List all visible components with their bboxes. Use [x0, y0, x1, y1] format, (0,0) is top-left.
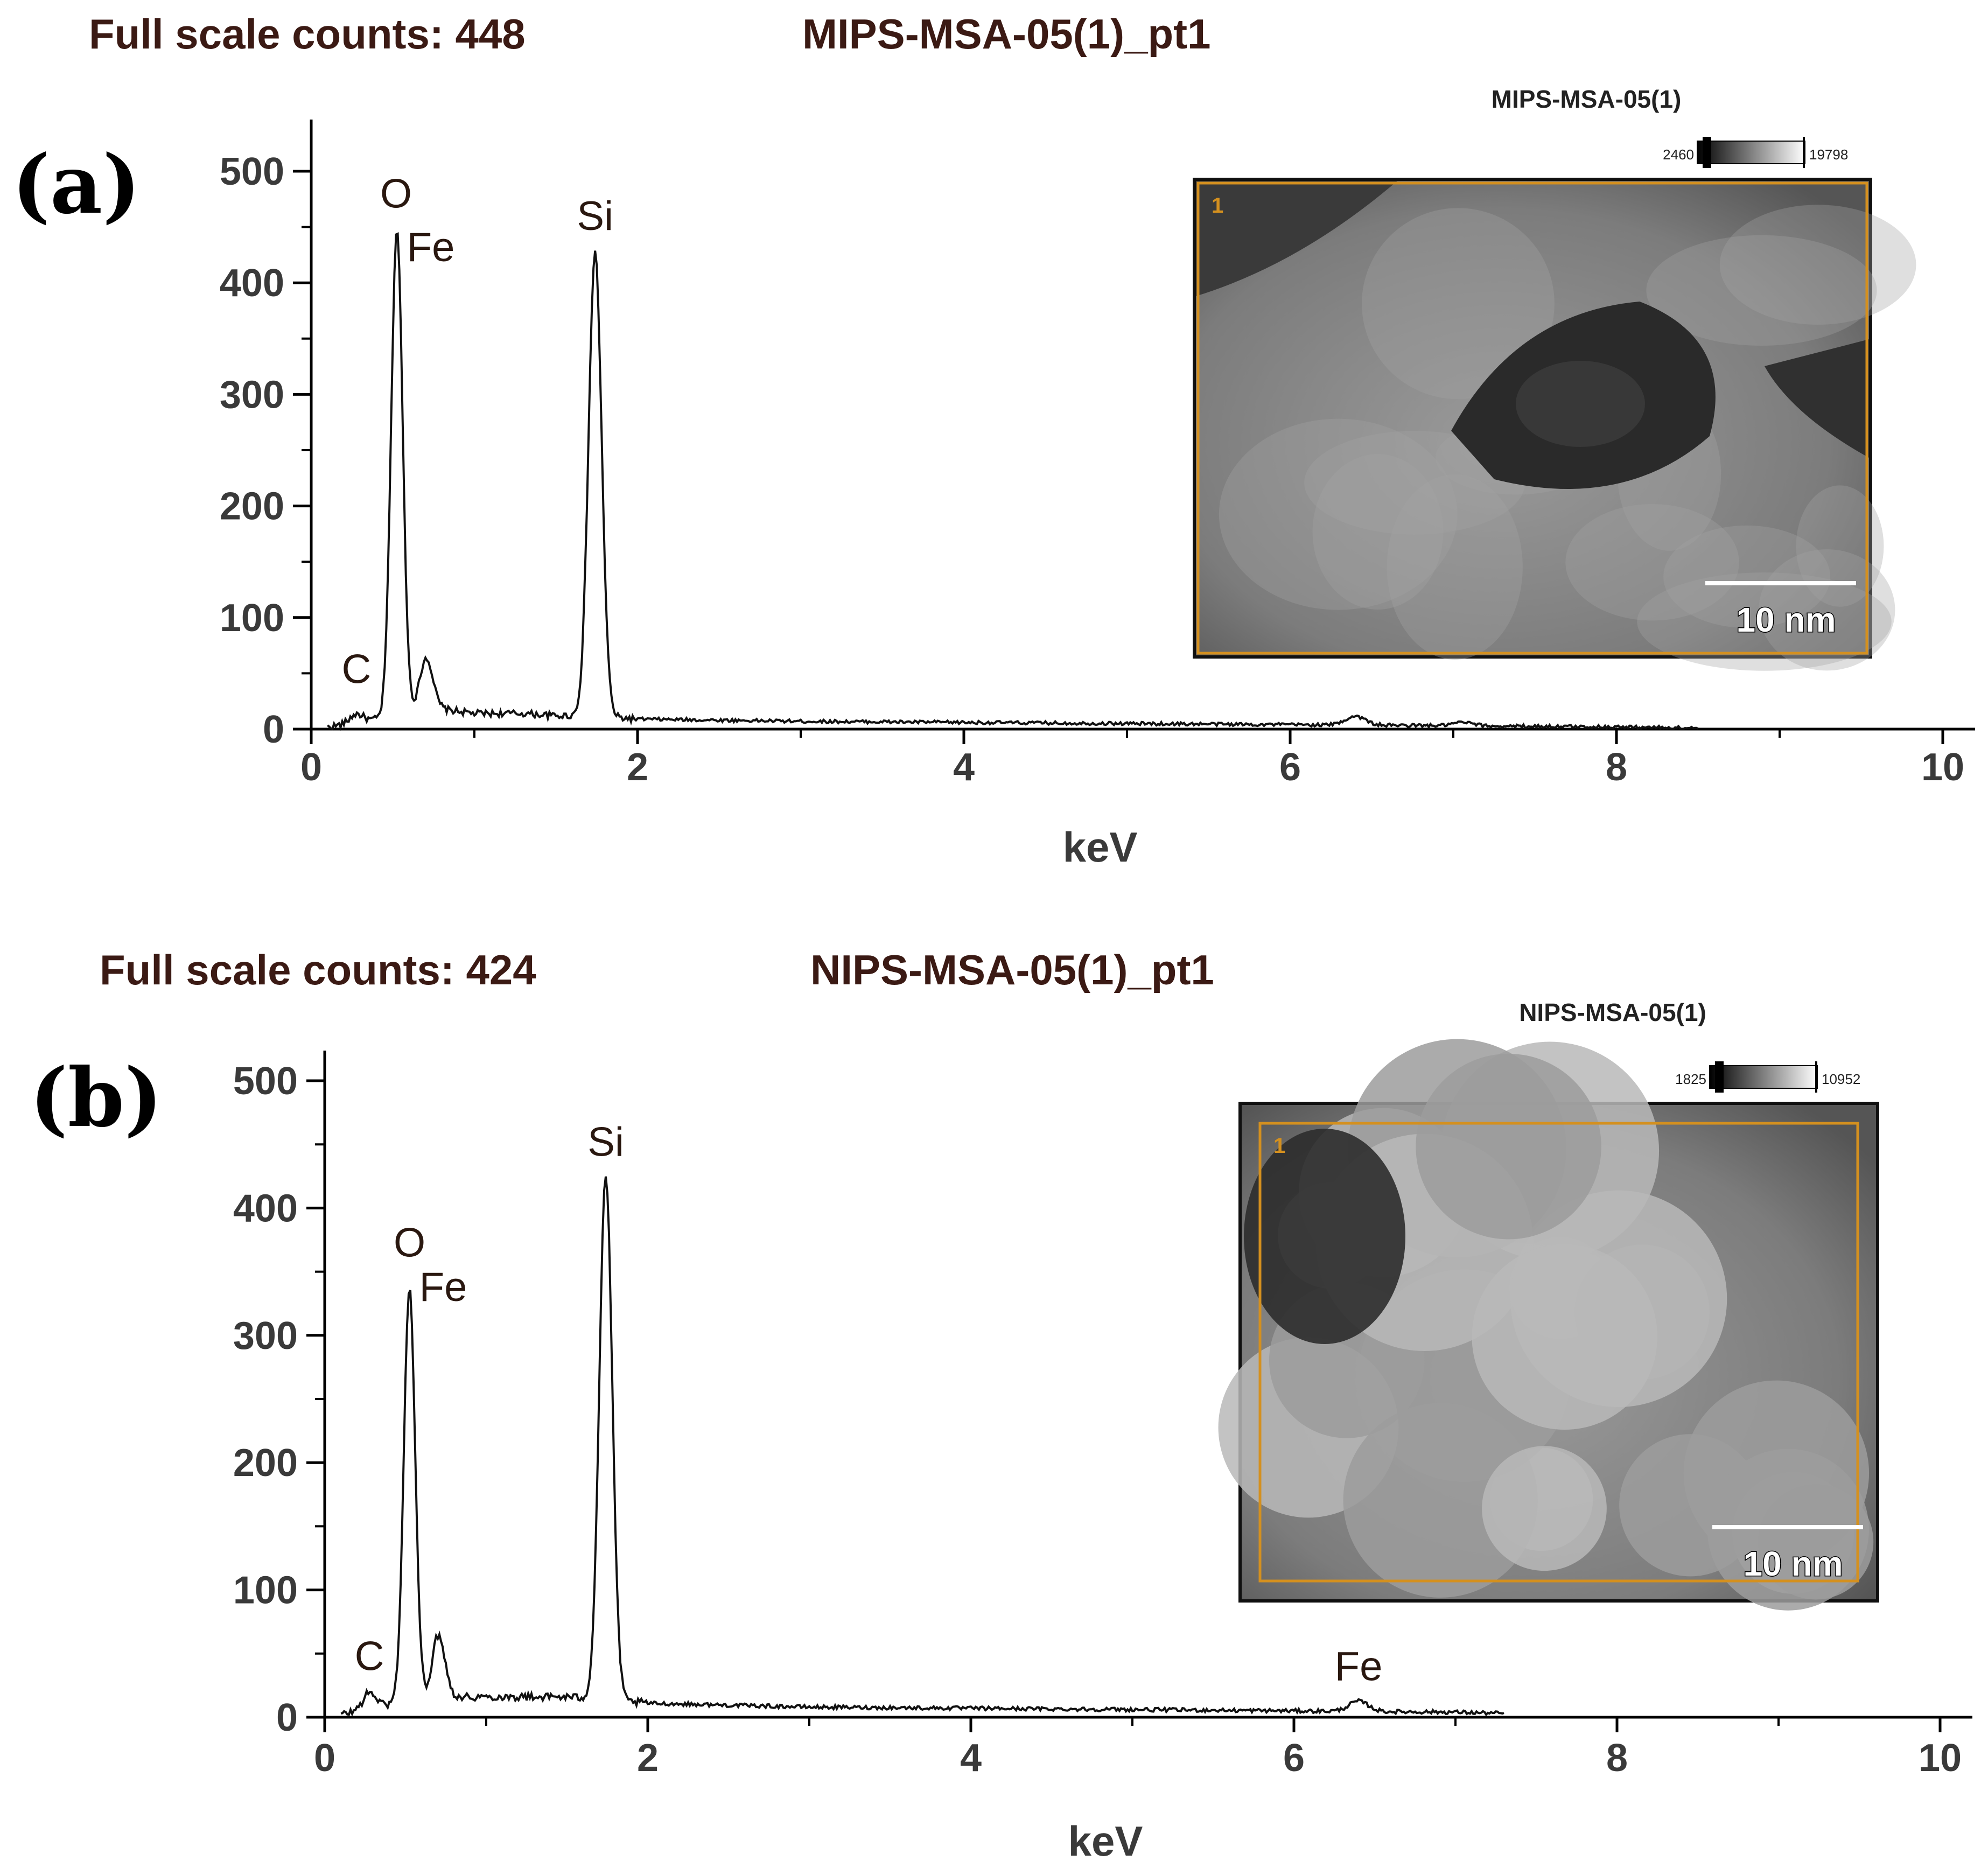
sem-particle [1719, 205, 1916, 325]
peak-label-si: Si [577, 193, 613, 239]
sem-shadow [1196, 181, 1397, 296]
y-tick-label: 500 [233, 1060, 298, 1103]
spectrum-title: NIPS-MSA-05(1)_pt1 [810, 946, 1214, 994]
panel-b: Full scale counts: 424 NIPS-MSA-05(1)_pt… [0, 937, 1988, 1875]
x-tick-label: 8 [1606, 1737, 1628, 1780]
peak-label-fe: Fe [1335, 1644, 1383, 1690]
x-tick-label: 6 [1283, 1737, 1305, 1780]
sem-particle [1343, 1403, 1538, 1598]
sem-pit-inner [1516, 361, 1645, 447]
y-tick-label: 0 [263, 708, 284, 751]
y-tick-label: 400 [220, 262, 284, 305]
panel-label: (b) [30, 1051, 163, 1145]
sem-particle [1482, 1446, 1607, 1571]
eds-spectrum-chart: 0 2 4 6 8 100100200300400500keVCOFeSiFeNIPS-M… [233, 998, 1972, 1865]
sem-particle [1472, 1244, 1658, 1430]
spectrum-line [340, 1176, 1504, 1717]
spectrum-line [327, 232, 1699, 731]
colorbar-min-label: 2460 [1663, 146, 1694, 163]
sem-particle [1759, 549, 1895, 671]
peak-label-si: Si [587, 1120, 624, 1165]
scale-bar-label: 10 nm [1744, 1544, 1843, 1583]
x-tick-label: 4 [960, 1737, 982, 1780]
y-tick-label: 200 [220, 485, 284, 528]
x-tick-label: 8 [1606, 746, 1627, 789]
peak-label-c: C [341, 646, 371, 692]
y-tick-label: 100 [220, 597, 284, 640]
scale-bar-label: 10 nm [1737, 600, 1836, 639]
sem-particle [1637, 572, 1892, 671]
peak-label-c: C [355, 1634, 384, 1680]
colorbar [1709, 1065, 1818, 1089]
y-tick-label: 500 [220, 150, 284, 193]
x-axis-title: keV [1063, 823, 1138, 871]
x-tick-label: 0 [300, 746, 322, 789]
sem-micrograph [1218, 1039, 1876, 1611]
y-tick-label: 100 [233, 1569, 298, 1612]
y-tick-label: 0 [276, 1696, 298, 1739]
y-tick-label: 300 [220, 373, 284, 416]
sem-particle [1663, 525, 1831, 628]
full-scale-counts-label: Full scale counts: 424 [100, 946, 536, 994]
x-axis-title: keV [1068, 1817, 1143, 1865]
x-tick-label: 2 [637, 1737, 659, 1780]
sem-particle [1416, 1053, 1601, 1240]
peak-label-o: O [394, 1220, 425, 1265]
y-tick-label: 200 [233, 1442, 298, 1485]
colorbar-min-marker [1703, 137, 1711, 168]
eds-spectrum-chart: 0 2 4 6 8 100100200300400500keVCOFeSiMIPS-MSA… [220, 85, 1975, 871]
sem-particle [1304, 431, 1525, 535]
x-tick-label: 4 [953, 746, 975, 789]
x-tick-label: 10 [1919, 1737, 1962, 1780]
x-tick-label: 0 [314, 1737, 335, 1780]
peak-label-o: O [380, 171, 412, 217]
colorbar-min-marker [1715, 1061, 1724, 1093]
sem-particle [1362, 208, 1555, 400]
inset-title: NIPS-MSA-05(1) [1519, 998, 1706, 1026]
roi-label: 1 [1212, 194, 1223, 218]
full-scale-counts-label: Full scale counts: 448 [89, 10, 526, 58]
sem-particle [1565, 504, 1739, 621]
sem-shadow [1765, 339, 1869, 458]
peak-label-fe: Fe [419, 1264, 467, 1310]
sem-particle [1646, 235, 1877, 346]
x-tick-label: 2 [627, 746, 648, 789]
sem-micrograph [1196, 181, 1916, 671]
colorbar [1697, 141, 1805, 164]
sem-particle [1707, 1449, 1869, 1611]
peak-label-fe: Fe [407, 225, 455, 270]
colorbar-min-label: 1825 [1675, 1071, 1706, 1087]
colorbar-max-marker [1803, 137, 1805, 168]
colorbar-max-label: 19798 [1809, 146, 1848, 163]
colorbar-max-label: 10952 [1822, 1071, 1860, 1087]
roi-box [1196, 181, 1868, 655]
sem-particle [1219, 418, 1458, 610]
y-tick-label: 300 [233, 1314, 298, 1358]
roi-box [1258, 1122, 1859, 1583]
x-tick-label: 10 [1921, 746, 1964, 789]
x-tick-label: 6 [1279, 746, 1301, 789]
sem-shadow [1244, 1129, 1405, 1344]
roi-label: 1 [1273, 1134, 1285, 1158]
inset-title: MIPS-MSA-05(1) [1492, 85, 1682, 113]
y-tick-label: 400 [233, 1187, 298, 1230]
sem-particle [1796, 485, 1884, 607]
spectrum-title: MIPS-MSA-05(1)_pt1 [802, 10, 1211, 58]
colorbar-max-marker [1815, 1061, 1817, 1093]
panel-label: (a) [12, 137, 141, 232]
sem-particle [1387, 474, 1523, 660]
sem-particle [1312, 454, 1444, 610]
panel-a: Full scale counts: 448 MIPS-MSA-05(1)_pt… [0, 0, 1988, 915]
